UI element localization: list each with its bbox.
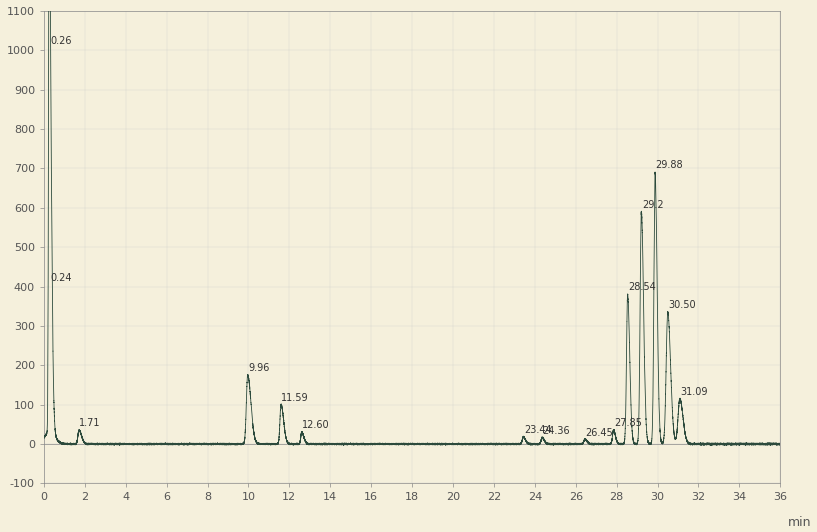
Text: 24.36: 24.36: [542, 426, 570, 436]
Text: 23.44: 23.44: [524, 426, 551, 435]
Text: 12.60: 12.60: [302, 420, 330, 430]
Text: 31.09: 31.09: [681, 387, 708, 397]
Text: 26.45: 26.45: [585, 428, 613, 438]
Text: 28.54: 28.54: [628, 282, 656, 293]
Text: 0.26: 0.26: [51, 36, 72, 46]
Text: 1.71: 1.71: [79, 418, 100, 428]
Text: 29.88: 29.88: [655, 160, 683, 170]
Text: 27.85: 27.85: [614, 418, 642, 428]
Text: 29.2: 29.2: [642, 200, 663, 210]
Text: 11.59: 11.59: [281, 393, 309, 403]
Text: 30.50: 30.50: [668, 300, 696, 310]
Text: 0.24: 0.24: [51, 272, 72, 282]
Text: 9.96: 9.96: [248, 363, 270, 373]
Text: min: min: [788, 517, 811, 529]
